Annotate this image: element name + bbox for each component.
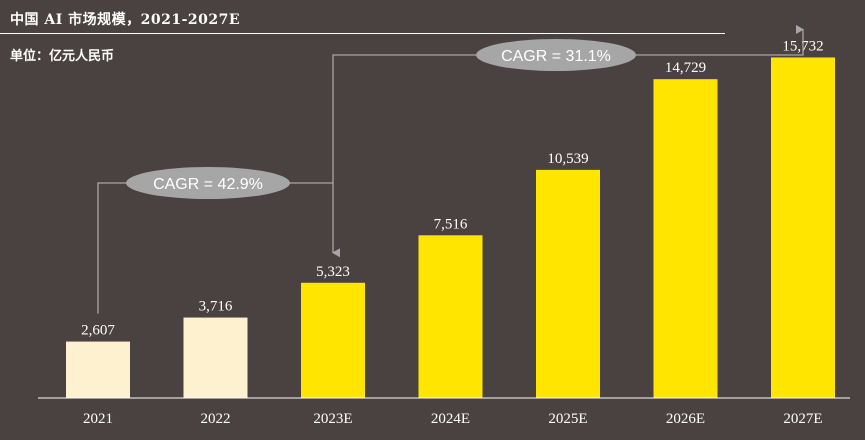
category-label-2021: 2021 — [83, 411, 113, 427]
cagr-connector-2021-2023 — [97, 182, 340, 314]
bar-2021 — [66, 341, 130, 398]
cagr-badge-2021-2023 — [126, 167, 290, 199]
category-label-2024E: 2024E — [431, 411, 470, 427]
category-label-2025E: 2025E — [548, 411, 587, 427]
bar-2023E — [301, 282, 365, 398]
category-label-2027E: 2027E — [783, 411, 822, 427]
bar-2022 — [183, 317, 248, 398]
value-label-2024E: 7,516 — [434, 216, 468, 232]
bar-2026E — [653, 79, 718, 399]
value-label-2025E: 10,539 — [547, 151, 588, 167]
category-label-2026E: 2026E — [666, 411, 705, 427]
value-label-2023E: 5,323 — [316, 264, 350, 280]
category-label-2023E: 2023E — [313, 411, 352, 427]
value-label-2022: 3,716 — [199, 299, 233, 315]
cagr-text-2021-2023: CAGR = 42.9% — [153, 176, 263, 193]
bar-2025E — [536, 169, 600, 398]
bar-2024E — [418, 235, 483, 398]
category-label-2022: 2022 — [201, 411, 231, 427]
bar-2027E — [771, 57, 835, 398]
cagr-text-2023-2027: CAGR = 31.1% — [501, 48, 611, 65]
chart-title: 中国 AI 市场规模，2021-2027E — [10, 12, 241, 28]
unit-label: 单位：亿元人民币 — [10, 49, 115, 64]
value-label-2026E: 14,729 — [665, 60, 706, 76]
title-divider — [0, 33, 725, 34]
cagr-badge-2023-2027 — [476, 39, 636, 71]
value-label-2021: 2,607 — [81, 323, 115, 339]
